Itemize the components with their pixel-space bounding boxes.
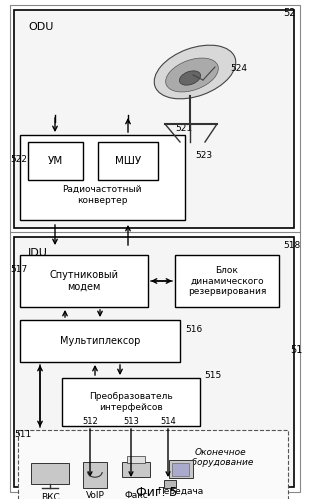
Ellipse shape [179, 71, 201, 85]
Text: ODU: ODU [28, 22, 54, 32]
Ellipse shape [166, 58, 218, 92]
Text: Блок
динамического
резервирования: Блок динамического резервирования [188, 266, 266, 296]
Bar [18, 430, 288, 499]
Bar [20, 255, 148, 307]
Text: 52: 52 [284, 8, 296, 18]
Text: 515: 515 [204, 370, 221, 380]
Ellipse shape [154, 45, 236, 99]
Text: 518: 518 [283, 241, 300, 250]
Bar [83, 462, 107, 488]
Text: 523: 523 [195, 151, 212, 160]
Text: УМ: УМ [47, 156, 63, 166]
Bar [20, 320, 180, 362]
Bar [62, 378, 200, 426]
Text: IDU: IDU [28, 248, 48, 258]
Text: 511: 511 [14, 430, 31, 439]
Text: Факс: Факс [124, 492, 148, 499]
Text: 517: 517 [10, 265, 27, 274]
Bar [127, 456, 145, 463]
Bar [175, 255, 279, 307]
Text: Фиг. 5: Фиг. 5 [136, 487, 177, 499]
Bar [10, 5, 300, 233]
Text: ВКС: ВКС [41, 494, 59, 499]
Bar [169, 460, 193, 478]
Text: Мультиплексор: Мультиплексор [60, 336, 140, 346]
Bar [14, 237, 294, 487]
Text: Радиочастотный
конвертер: Радиочастотный конвертер [62, 185, 142, 205]
Bar [164, 480, 176, 488]
Text: 513: 513 [123, 417, 139, 426]
Text: 516: 516 [185, 325, 202, 334]
Text: 51: 51 [291, 345, 303, 355]
Bar [31, 463, 69, 484]
Text: Преобразователь
интерфейсов: Преобразователь интерфейсов [89, 392, 173, 412]
Bar [10, 232, 300, 492]
Text: 514: 514 [160, 417, 176, 426]
Text: 512: 512 [82, 417, 98, 426]
Text: Передача
данных: Передача данных [157, 488, 203, 499]
Text: Оконечное
оборудование: Оконечное оборудование [186, 448, 254, 468]
Bar [20, 135, 185, 220]
Text: VoIP: VoIP [85, 492, 105, 499]
Text: Спутниковый
модем: Спутниковый модем [49, 270, 119, 292]
Text: 524: 524 [230, 63, 247, 72]
Bar [172, 463, 189, 476]
Bar [28, 142, 83, 180]
Text: 521: 521 [175, 123, 192, 133]
Text: МШУ: МШУ [115, 156, 141, 166]
Bar [98, 142, 158, 180]
Bar [14, 10, 294, 228]
Text: 522: 522 [10, 156, 27, 165]
Bar [122, 462, 150, 477]
